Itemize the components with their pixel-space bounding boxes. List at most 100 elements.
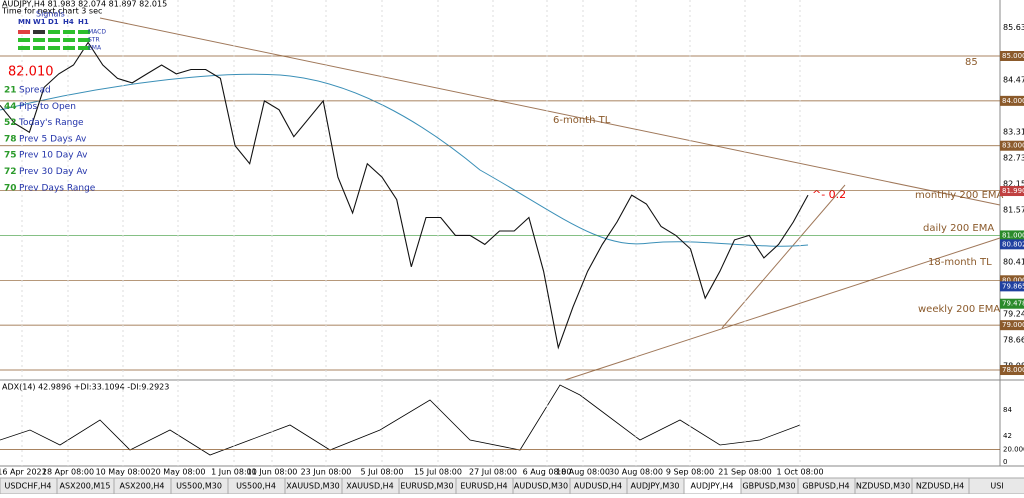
annotation: daily 200 EMA	[923, 223, 994, 234]
date-label: 21 Sep 08:00	[718, 468, 771, 477]
price-box	[1000, 140, 1024, 151]
ema-line	[0, 73, 809, 247]
price-box	[1000, 51, 1024, 61]
tab-label: NZDUSD,M30	[856, 482, 910, 491]
tab-label: NZDUSD,H4	[916, 482, 964, 491]
signal-cell	[78, 46, 90, 50]
date-label: 18 Aug 08:00	[556, 468, 610, 477]
price-box-label: 79.865	[1002, 282, 1024, 290]
signal-cell	[18, 46, 30, 50]
annotation: monthly 200 EMA	[915, 190, 1004, 201]
price-tick: 84.470	[1003, 75, 1024, 84]
adx-tick: 84	[1003, 406, 1012, 414]
price-box-label: 83.000	[1002, 142, 1024, 150]
stat-value: 72	[4, 167, 17, 177]
stat-value: 52	[4, 118, 17, 128]
price-tick: 78.665	[1003, 336, 1024, 345]
timeframe: D1	[48, 18, 59, 26]
tab-label: XAUUSD,M30	[286, 482, 340, 491]
tab-label: US500,M30	[176, 482, 222, 491]
adx-label: ADX(14) 42.9896 +DI:33.1094 -DI:9.2923	[2, 383, 169, 392]
date-label: 9 Sep 08:00	[666, 468, 714, 477]
stat-label: Prev 10 Day Av	[19, 151, 88, 161]
price-tick: 82.150	[1003, 179, 1024, 188]
date-label: 15 Jul 08:00	[414, 468, 462, 477]
tab-label: AUDUSD,M30	[514, 482, 568, 491]
tab-label: EURUSD,M30	[400, 482, 453, 491]
price-box	[1000, 230, 1024, 241]
price-box-label: 78.000	[1002, 366, 1024, 374]
date-label: 10 May 08:00	[96, 468, 151, 477]
price-box-label: 84.000	[1002, 97, 1024, 105]
adx-tick: 42	[1003, 432, 1012, 440]
stat-label: Today's Range	[18, 118, 84, 128]
stat-label: Spread	[19, 86, 51, 96]
stat-label: Prev 30 Day Av	[19, 167, 88, 177]
price-box	[1000, 275, 1024, 286]
timeframe: MN	[18, 18, 31, 26]
date-label: 16 Apr 2021	[0, 468, 47, 477]
price-box-label: 81.990	[1002, 187, 1024, 195]
price-box	[1000, 186, 1024, 197]
signal-cell	[63, 30, 75, 34]
tab-label: USDCHF,H4	[5, 482, 52, 491]
tab-label: USI	[990, 482, 1003, 491]
signal-cell	[78, 38, 90, 42]
date-label: 23 Jun 08:00	[301, 468, 352, 477]
signal-cell	[48, 30, 60, 34]
price-tick: 79.245	[1003, 310, 1024, 319]
indicator-label: EMA	[88, 45, 102, 52]
signal-cell	[63, 46, 75, 50]
price-tick: 83.310	[1003, 127, 1024, 136]
timer: Time for next chart 3 sec	[1, 7, 102, 16]
trendline	[99, 17, 1001, 206]
price-box-label: 85.000	[1002, 52, 1024, 60]
signals: Signals	[36, 10, 65, 19]
date-label: 20 May 08:00	[151, 468, 206, 477]
signal-cell	[78, 30, 90, 34]
annotation: 6-month TL	[553, 115, 611, 126]
signal-cell	[48, 38, 60, 42]
price-tick: 82.730	[1003, 153, 1024, 162]
date-label: 1 Jun 08:00	[211, 468, 257, 477]
price-box-label: 79.000	[1002, 321, 1024, 329]
symbol-line: AUDJPY,H4 81.983 82.074 81.897 82.015	[2, 0, 167, 9]
adx-tick: 20.0000	[1003, 446, 1024, 454]
tab-label: AUDUSD,H4	[574, 482, 622, 491]
date-label: 1 Oct 08:00	[776, 468, 823, 477]
stat-value: 70	[4, 183, 17, 193]
tab-label: AUDJPY,M30	[630, 482, 679, 491]
tab-label: GBPUSD,M30	[742, 482, 795, 491]
signal-cell	[33, 30, 45, 34]
price-tick: 81.570	[1003, 205, 1024, 214]
stat-value: 44	[4, 102, 17, 112]
signal-cell	[18, 38, 30, 42]
timeframe: H1	[78, 18, 89, 26]
trendline	[564, 237, 1001, 381]
price-box	[1000, 239, 1024, 250]
price-box	[1000, 365, 1024, 376]
price-tick: 80.410	[1003, 257, 1024, 266]
date-label: 30 Aug 08:00	[609, 468, 663, 477]
tab-label: XAUUSD,H4	[346, 482, 394, 491]
date-label: 27 Jul 08:00	[469, 468, 517, 477]
stat-value: 21	[4, 86, 17, 96]
stat-label: Pips to Open	[19, 102, 76, 112]
price-box-label: 79.478	[1002, 300, 1024, 308]
price-box	[1000, 95, 1024, 106]
price-box	[1000, 298, 1024, 309]
trendline	[721, 184, 846, 329]
bid: 82.010	[8, 65, 54, 80]
price-box-label: 81.000	[1002, 231, 1024, 239]
annotation: weekly 200 EMA	[918, 304, 1000, 315]
tab-label: AUDJPY,H4	[690, 482, 733, 491]
stat-value: 75	[4, 151, 17, 161]
signal-cell	[33, 38, 45, 42]
signal-cell	[63, 38, 75, 42]
price-box-label: 80.000	[1002, 276, 1024, 284]
price-box	[1000, 281, 1024, 292]
tab-label: EURUSD,H4	[460, 482, 507, 491]
chart-bg	[0, 0, 1000, 465]
signal-cell	[48, 46, 60, 50]
price-line	[0, 41, 809, 350]
